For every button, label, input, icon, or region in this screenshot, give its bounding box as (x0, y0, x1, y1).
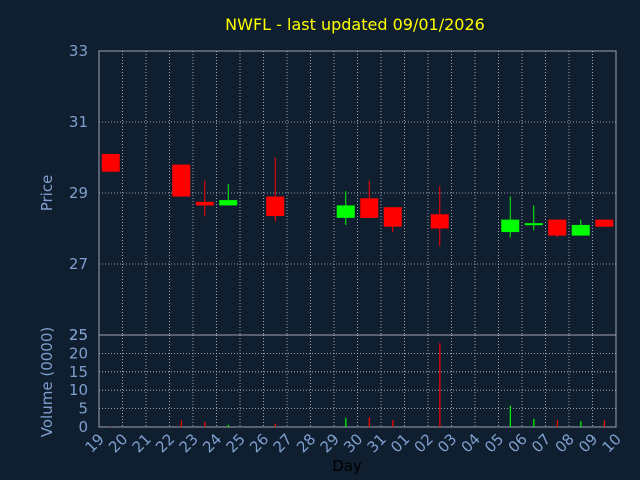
candle-22 (172, 164, 191, 197)
candle-29 (336, 191, 355, 225)
x-tick-label: 20 (105, 430, 131, 456)
candle-19 (101, 153, 120, 172)
x-tick-label: 10 (599, 430, 625, 456)
price-panel: 33 31 29 27 25 Price (38, 42, 617, 344)
price-grid (99, 51, 616, 335)
volume-tick-label: 25 (69, 326, 88, 344)
price-tick-label: 31 (69, 113, 88, 131)
volume-bar-06 (533, 418, 535, 427)
price-y-tick-labels: 33 31 29 27 25 (69, 42, 88, 344)
x-tick-label: 09 (575, 430, 601, 456)
candle-05 (501, 196, 520, 238)
x-tick-label: 01 (387, 430, 413, 456)
volume-bar-22 (180, 420, 182, 427)
volume-bar-07 (556, 420, 558, 427)
candle-body (571, 224, 590, 236)
candle-06 (524, 205, 543, 231)
volume-tick-label: 5 (78, 400, 88, 418)
volume-bar-02 (439, 343, 441, 427)
candle-body (360, 198, 379, 218)
volume-tick-label: 20 (69, 344, 88, 362)
x-tick-label: 24 (199, 430, 225, 456)
x-tick-label: 27 (270, 430, 296, 456)
candle-30 (360, 180, 379, 218)
candle-body (383, 207, 402, 227)
x-tick-label: 25 (223, 430, 249, 456)
candle-07 (548, 219, 567, 238)
candle-body (266, 196, 285, 217)
volume-bars (110, 343, 605, 427)
x-tick-label: 23 (176, 430, 202, 456)
volume-axis-label: Volume (0000) (38, 327, 56, 437)
x-tick-labels: 1920212223242526272829303101020304050607… (82, 430, 625, 456)
x-tick-label: 08 (552, 430, 578, 456)
x-tick-label: 06 (505, 430, 531, 456)
x-axis-label: Day (332, 457, 362, 475)
x-tick-label: 05 (481, 430, 507, 456)
candle-body (524, 223, 543, 226)
price-tick-label: 25 (69, 326, 88, 344)
candle-02 (430, 185, 449, 247)
x-tick-label: 03 (434, 430, 460, 456)
volume-bar-08 (580, 421, 582, 427)
candle-body (501, 219, 520, 233)
candle-23 (195, 180, 214, 217)
candle-26 (266, 157, 285, 222)
candle-body (430, 214, 449, 229)
volume-tick-label: 15 (69, 363, 88, 381)
volume-grid (99, 335, 616, 427)
x-tick-label: 30 (340, 430, 366, 456)
candle-body (195, 201, 214, 206)
chart-title: NWFL - last updated 09/01/2026 (225, 15, 485, 34)
price-tick-label: 33 (69, 42, 88, 60)
x-tick-label: 31 (364, 430, 390, 456)
x-tick-label: 26 (246, 430, 272, 456)
volume-bar-09 (603, 420, 605, 427)
x-tick-label: 07 (528, 430, 554, 456)
candlesticks (101, 153, 614, 247)
volume-bar-05 (509, 405, 511, 427)
volume-bar-30 (368, 417, 370, 427)
candle-08 (571, 219, 590, 236)
candle-24 (219, 184, 238, 206)
volume-bar-24 (227, 424, 229, 427)
x-tick-label: 29 (317, 430, 343, 456)
price-tick-label: 27 (69, 255, 88, 273)
x-tick-label: 04 (458, 430, 484, 456)
candle-09 (595, 219, 614, 227)
x-tick-label: 28 (293, 430, 319, 456)
candle-body (595, 219, 614, 227)
price-tick-label: 29 (69, 184, 88, 202)
volume-bar-26 (274, 423, 276, 427)
candle-body (336, 205, 355, 218)
volume-tick-label: 10 (69, 381, 88, 399)
candle-body (101, 153, 120, 172)
volume-bar-29 (345, 417, 347, 427)
candle-body (172, 164, 191, 197)
candle-body (219, 200, 238, 206)
candle-31 (383, 207, 402, 233)
x-tick-label: 22 (152, 430, 178, 456)
price-axis-label: Price (38, 175, 56, 212)
volume-tick-label: 0 (78, 418, 88, 436)
candle-body (548, 219, 567, 236)
volume-bar-23 (204, 421, 206, 427)
volume-bar-31 (392, 420, 394, 427)
x-tick-label: 02 (411, 430, 437, 456)
x-tick-label: 21 (129, 430, 155, 456)
